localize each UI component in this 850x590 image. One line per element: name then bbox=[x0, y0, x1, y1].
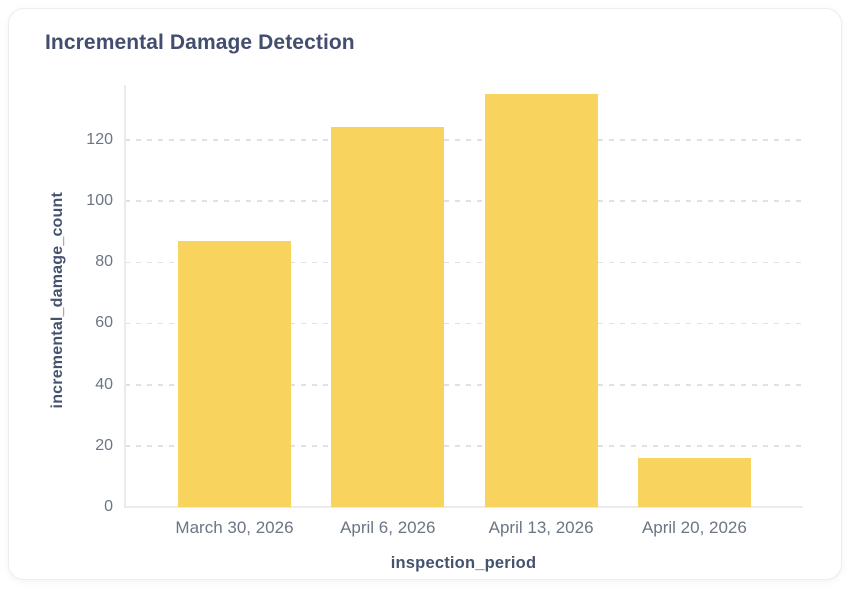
gridline-y-40 bbox=[125, 384, 802, 386]
gridline-y-80 bbox=[125, 261, 802, 263]
y-tick-label-120: 120 bbox=[86, 130, 113, 148]
y-tick-label-80: 80 bbox=[95, 253, 113, 270]
chart-title: Incremental Damage Detection bbox=[45, 31, 355, 54]
x-tick-label-4: April 20, 2026 bbox=[641, 518, 747, 537]
x-tick-label-2: April 6, 2026 bbox=[340, 518, 436, 537]
bar-3[interactable] bbox=[484, 93, 598, 507]
y-tick-label-100: 100 bbox=[86, 191, 113, 209]
bar-4[interactable] bbox=[637, 458, 751, 507]
chart-card: Incremental Damage Detection 0 20 40 60 80 10… bbox=[8, 8, 842, 580]
x-axis-line bbox=[124, 506, 803, 508]
gridline-y-60 bbox=[125, 322, 802, 325]
y-tick-label-20: 20 bbox=[95, 436, 113, 454]
gridline-y-120 bbox=[125, 139, 802, 141]
y-tick-label-0: 0 bbox=[104, 498, 113, 515]
y-tick-label-40: 40 bbox=[95, 375, 113, 393]
gridline-y-100 bbox=[125, 200, 802, 202]
gridline-y-20 bbox=[125, 445, 802, 447]
x-axis-title: inspection_period bbox=[390, 554, 537, 572]
y-tick-label-60: 60 bbox=[95, 314, 113, 332]
bar-2[interactable] bbox=[331, 127, 445, 507]
y-axis-title: incremental_damage_count bbox=[47, 93, 69, 507]
bar-chart-plot: 0 20 40 60 80 100 120 March 30, 2026 April 6, 2… bbox=[9, 9, 841, 579]
x-tick-label-1: March 30, 2026 bbox=[175, 518, 294, 537]
bar-1[interactable] bbox=[178, 240, 291, 507]
y-axis-line bbox=[124, 85, 126, 507]
y-axis-title-text: incremental_damage_count bbox=[49, 191, 66, 409]
x-tick-label-3: April 13, 2026 bbox=[488, 518, 594, 537]
